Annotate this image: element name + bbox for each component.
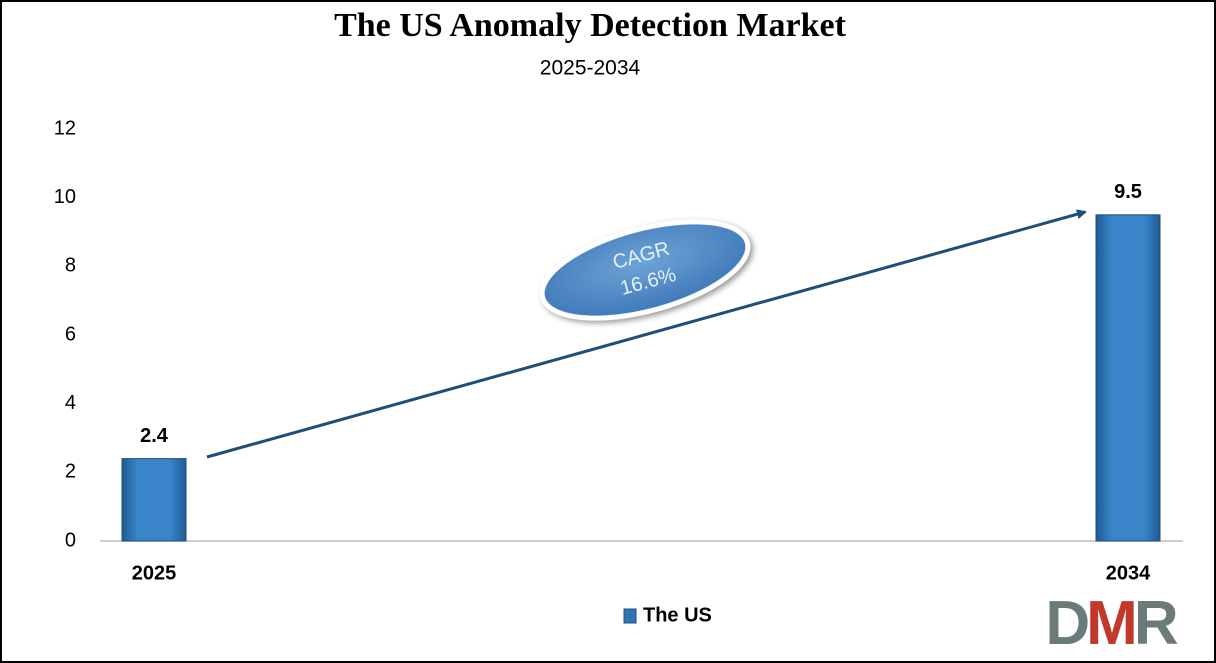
chart-title: The US Anomaly Detection Market [334, 7, 847, 44]
y-tick-label: 12 [54, 117, 76, 139]
y-tick-label: 8 [65, 255, 76, 277]
y-tick-label: 0 [65, 529, 76, 551]
cagr-ellipse [539, 219, 751, 321]
x-tick-label: 2034 [1106, 562, 1151, 584]
y-tick-label: 2 [65, 461, 76, 483]
chart-subtitle: 2025-2034 [540, 57, 641, 80]
trend-arrow [206, 209, 1087, 459]
y-tick-label: 4 [65, 392, 76, 414]
x-tick-label: 2025 [132, 562, 177, 584]
y-tick-label: 10 [54, 186, 76, 208]
data-label: 9.5 [1114, 181, 1142, 203]
data-label: 2.4 [140, 425, 169, 447]
bar [121, 458, 187, 542]
legend-swatch [623, 608, 637, 624]
y-tick-label: 6 [65, 323, 76, 345]
legend-label: The US [643, 604, 712, 626]
logo: DMR [1045, 589, 1177, 658]
cagr-badge: CAGR 16.6% [539, 219, 751, 321]
bar [1095, 214, 1161, 542]
